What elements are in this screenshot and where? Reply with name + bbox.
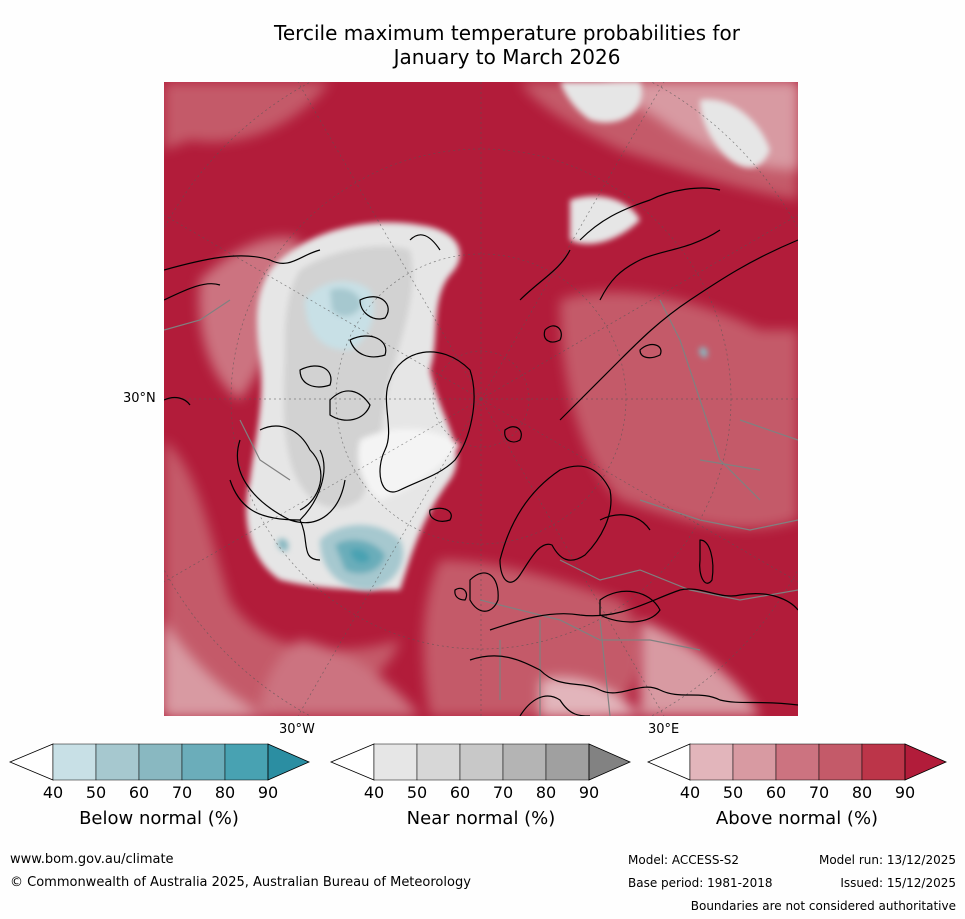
cb-below-seg-5 <box>224 743 269 781</box>
colorbar-below-normal <box>8 743 310 781</box>
cb-near-seg-3 <box>459 743 504 781</box>
caspian-coast <box>699 539 714 584</box>
canadian-arctic-coast <box>329 390 371 421</box>
svalbard-coast <box>504 426 522 443</box>
cb-near-tick-40: 40 <box>363 783 385 802</box>
cb-below-tick-70: 70 <box>171 783 193 802</box>
cb-above-title: Above normal (%) <box>715 808 879 829</box>
cb-below-arrow-high <box>267 743 310 781</box>
cb-below-seg-4 <box>181 743 226 781</box>
europe-coast <box>489 588 798 631</box>
cb-above-tick-60: 60 <box>765 783 787 802</box>
title-line-2: January to March 2026 <box>393 45 621 69</box>
lon-label-30e: 30°E <box>648 722 680 737</box>
boundaries-disclaimer: Boundaries are not considered authoritat… <box>690 899 956 913</box>
cb-below-seg-2 <box>95 743 140 781</box>
cb-above-tick-80: 80 <box>851 783 873 802</box>
colorbar-above-normal <box>646 743 947 781</box>
colorbar-near-normal <box>329 743 631 781</box>
website-link[interactable]: www.bom.gov.au/climate <box>10 852 174 867</box>
chart-title: Tercile maximum temperature probabilitie… <box>160 21 854 69</box>
cb-below-title: Below normal (%) <box>79 808 239 829</box>
british-isles-coast <box>469 572 499 612</box>
cb-near-seg-4 <box>502 743 547 781</box>
cb-near-tick-90: 90 <box>578 783 600 802</box>
cb-below-tick-50: 50 <box>85 783 107 802</box>
coastlines <box>164 187 798 716</box>
russia-coast <box>559 239 798 421</box>
cb-below-tick-80: 80 <box>214 783 236 802</box>
cb-below-arrow-low <box>8 743 54 781</box>
cb-above-tick-90: 90 <box>894 783 916 802</box>
cb-near-tick-80: 80 <box>535 783 557 802</box>
black-sea-coast <box>599 590 661 623</box>
cb-above-seg-5 <box>861 743 906 781</box>
copyright-text: © Commonwealth of Australia 2025, Austra… <box>10 875 471 890</box>
cb-near-tick-70: 70 <box>492 783 514 802</box>
cb-above-seg-4 <box>818 743 863 781</box>
north-america-coast <box>164 249 321 271</box>
cb-above-arrow-high <box>904 743 947 781</box>
cb-above-tick-40: 40 <box>679 783 701 802</box>
cb-near-seg-2 <box>416 743 461 781</box>
cb-near-arrow-high <box>588 743 631 781</box>
model-name: Model: ACCESS-S2 <box>628 853 740 867</box>
country-borders <box>164 299 798 716</box>
cb-near-tick-60: 60 <box>449 783 471 802</box>
cb-near-seg-1 <box>373 743 418 781</box>
greenland-coast <box>379 351 475 493</box>
issued-date: Issued: 15/12/2025 <box>840 876 956 890</box>
cb-below-seg-1 <box>52 743 97 781</box>
cb-near-tick-50: 50 <box>406 783 428 802</box>
cb-below-tick-60: 60 <box>128 783 150 802</box>
title-line-1: Tercile maximum temperature probabilitie… <box>274 21 740 45</box>
cb-below-seg-3 <box>138 743 183 781</box>
cb-above-seg-2 <box>732 743 777 781</box>
lon-label-30w: 30°W <box>279 722 315 737</box>
base-period: Base period: 1981-2018 <box>628 876 773 890</box>
model-run-date: Model run: 13/12/2025 <box>818 853 956 867</box>
scandinavia-coast <box>499 465 612 583</box>
iceland-coast <box>429 507 452 522</box>
cb-near-seg-5 <box>545 743 590 781</box>
cb-above-tick-70: 70 <box>808 783 830 802</box>
cb-near-arrow-low <box>329 743 375 781</box>
below-normal-zone <box>277 281 708 590</box>
map-panel <box>164 82 798 716</box>
cb-above-seg-3 <box>775 743 820 781</box>
cb-above-seg-1 <box>689 743 734 781</box>
cb-above-arrow-low <box>646 743 691 781</box>
lat-label-30n: 30°N <box>123 391 156 406</box>
cb-near-title: Near normal (%) <box>406 808 556 829</box>
cb-above-tick-50: 50 <box>722 783 744 802</box>
graticule <box>164 82 798 716</box>
cb-below-tick-90: 90 <box>257 783 279 802</box>
cb-below-tick-40: 40 <box>42 783 64 802</box>
